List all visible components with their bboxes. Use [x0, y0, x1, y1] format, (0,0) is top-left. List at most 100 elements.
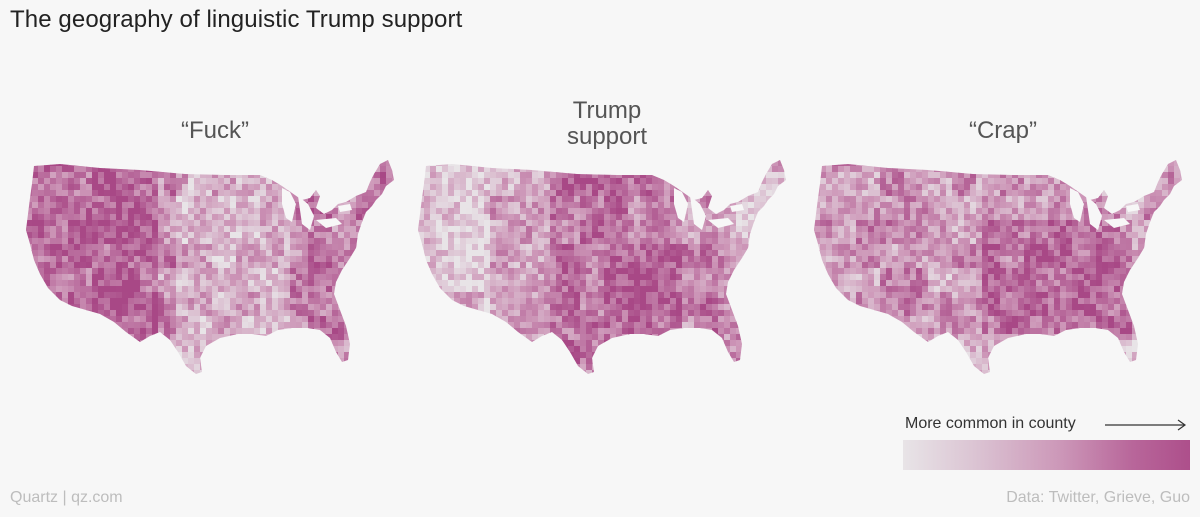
- county-cell: [140, 184, 147, 191]
- county-cell: [484, 220, 491, 227]
- county-cell: [338, 352, 345, 359]
- county-cell: [296, 274, 303, 281]
- county-cell: [418, 298, 419, 305]
- county-cell: [386, 196, 393, 203]
- county-cell: [550, 334, 557, 341]
- county-cell: [38, 160, 45, 161]
- county-cell: [320, 244, 327, 251]
- county-cell: [326, 286, 333, 293]
- county-cell: [736, 166, 743, 173]
- county-cell: [320, 268, 327, 275]
- county-cell: [766, 376, 772, 382]
- county-cell: [188, 178, 195, 185]
- county-cell: [38, 238, 45, 245]
- county-cell: [242, 346, 249, 353]
- county-cell: [116, 268, 123, 275]
- county-cell: [418, 226, 419, 233]
- county-cell: [430, 250, 437, 257]
- county-cell: [748, 160, 755, 167]
- county-cell: [356, 220, 363, 227]
- county-cell: [26, 160, 33, 167]
- county-cell: [670, 250, 677, 257]
- county-cell: [658, 274, 665, 281]
- county-cell: [670, 148, 676, 154]
- county-cell: [380, 214, 387, 221]
- county-cell: [754, 334, 761, 341]
- county-cell: [550, 190, 557, 197]
- county-cell: [308, 310, 315, 317]
- county-cell: [472, 166, 479, 173]
- county-cell: [520, 370, 527, 374]
- county-cell: [116, 316, 123, 323]
- county-cell: [62, 322, 69, 329]
- county-cell: [766, 304, 773, 311]
- county-cell: [436, 166, 443, 173]
- county-cell: [418, 148, 424, 154]
- county-cell: [26, 298, 27, 305]
- county-cell: [784, 316, 786, 323]
- county-cell: [212, 292, 219, 299]
- county-cell: [272, 208, 279, 215]
- county-cell: [496, 334, 503, 341]
- county-cell: [580, 160, 587, 161]
- county-cell: [550, 256, 557, 263]
- county-cell: [580, 226, 587, 233]
- county-cell: [532, 214, 539, 221]
- county-cell: [374, 334, 381, 341]
- county-cell: [706, 196, 713, 203]
- county-cell: [218, 370, 225, 374]
- county-cell: [472, 232, 479, 239]
- county-cell: [676, 316, 683, 323]
- county-cell: [544, 244, 551, 251]
- county-cell: [712, 160, 719, 161]
- county-cell: [628, 364, 635, 371]
- county-cell: [392, 208, 394, 215]
- county-cell: [748, 250, 755, 257]
- county-cell: [350, 226, 357, 233]
- county-cell: [350, 340, 357, 347]
- county-cell: [772, 262, 779, 269]
- county-cell: [724, 184, 731, 191]
- county-cell: [616, 286, 623, 293]
- county-cell: [44, 238, 51, 245]
- county-cell: [628, 196, 635, 203]
- county-cell: [362, 334, 369, 341]
- county-cell: [272, 184, 279, 191]
- county-cell: [466, 196, 473, 203]
- county-cell: [332, 358, 339, 365]
- county-cell: [520, 334, 527, 341]
- county-cell: [724, 292, 731, 299]
- county-cell: [424, 178, 431, 185]
- county-cell: [604, 184, 611, 191]
- county-cell: [496, 310, 503, 317]
- county-cell: [580, 208, 587, 215]
- county-cell: [380, 148, 386, 154]
- county-cell: [272, 340, 279, 347]
- county-cell: [56, 376, 62, 382]
- county-cell: [646, 310, 653, 317]
- county-cell: [598, 310, 605, 317]
- county-cell: [122, 238, 129, 245]
- county-cell: [682, 244, 689, 251]
- county-cell: [622, 298, 629, 305]
- county-cell: [62, 196, 69, 203]
- county-cell: [640, 292, 647, 299]
- county-cell: [616, 274, 623, 281]
- county-cell: [182, 364, 189, 371]
- county-cell: [436, 244, 443, 251]
- county-cell: [784, 208, 786, 215]
- county-cell: [544, 358, 551, 365]
- county-cell: [430, 166, 437, 173]
- county-cell: [236, 148, 242, 154]
- county-cell: [248, 214, 255, 221]
- county-cell: [568, 232, 575, 239]
- county-cell: [538, 226, 545, 233]
- county-cell: [664, 268, 671, 275]
- county-cell: [332, 286, 339, 293]
- county-cell: [610, 370, 617, 374]
- county-cell: [44, 358, 51, 365]
- county-cell: [362, 328, 369, 335]
- county-cell: [68, 268, 75, 275]
- county-cell: [164, 328, 171, 335]
- county-cell: [658, 370, 665, 374]
